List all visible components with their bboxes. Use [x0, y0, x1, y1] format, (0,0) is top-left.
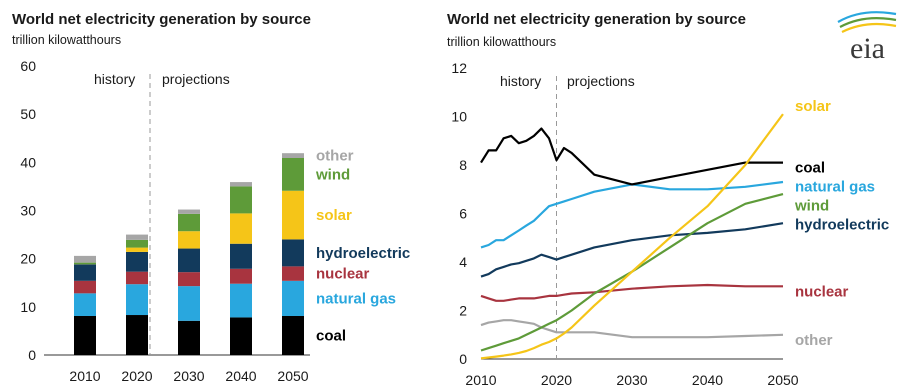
left-y-tick-label: 50: [20, 106, 36, 122]
left-region-projections: projections: [162, 71, 230, 87]
right-region-projections: projections: [567, 73, 635, 89]
right-chart-title: World net electricity generation by sour…: [447, 11, 746, 28]
left-legend-nuclear: nuclear: [316, 266, 370, 283]
left-x-tick-label: 2030: [173, 368, 204, 384]
line-hydroelectric: [480, 222, 784, 278]
bar-segment-coal-2050: [282, 315, 304, 355]
bar-segment-natural-gas-2010: [74, 293, 96, 316]
left-legend-solar: solar: [316, 207, 352, 224]
left-chart-subtitle: trillion kilowatthours: [12, 33, 121, 47]
left-x-tick-label: 2020: [121, 368, 152, 384]
right-legend-other: other: [795, 332, 833, 349]
bar-segment-solar-2030: [178, 231, 200, 249]
line-solar: [480, 113, 784, 360]
bar-segment-wind-2050: [282, 157, 304, 191]
left-y-tick-label: 0: [28, 347, 36, 363]
line-nuclear: [480, 283, 783, 302]
bar-segment-natural-gas-2030: [178, 286, 200, 321]
right-x-tick-label: 2050: [767, 372, 798, 388]
bar-segment-other-2020: [126, 234, 148, 240]
right-x-tick-label: 2010: [465, 372, 496, 388]
line-coal: [480, 127, 783, 186]
right-x-tick-label: 2040: [692, 372, 723, 388]
bar-segment-nuclear-2050: [282, 266, 304, 281]
bar-segment-wind-2040: [230, 186, 252, 214]
bar-segment-nuclear-2010: [74, 280, 96, 294]
left-legend-hydroelectric: hydroelectric: [316, 245, 410, 262]
bar-segment-natural-gas-2020: [126, 284, 148, 316]
bar-segment-natural-gas-2050: [282, 280, 304, 316]
left-chart-title: World net electricity generation by sour…: [12, 11, 311, 28]
bar-segment-wind-2020: [126, 239, 148, 248]
left-x-tick-label: 2040: [225, 368, 256, 384]
right-region-history: history: [500, 73, 541, 89]
left-y-tick-label: 30: [20, 203, 36, 219]
bar-segment-hydroelectric-2030: [178, 248, 200, 273]
right-x-tick-label: 2030: [616, 372, 647, 388]
bar-segment-coal-2040: [230, 317, 252, 355]
bar-segment-hydroelectric-2040: [230, 243, 252, 269]
right-legend-natural-gas: natural gas: [795, 179, 875, 196]
right-y-tick-label: 4: [459, 254, 467, 270]
bar-segment-other-2010: [74, 255, 96, 263]
left-legend-natural-gas: natural gas: [316, 290, 396, 307]
left-x-tick-label: 2010: [69, 368, 100, 384]
right-y-tick-label: 10: [451, 109, 467, 125]
bar-segment-solar-2040: [230, 213, 252, 244]
bar-segment-solar-2020: [126, 247, 148, 252]
left-y-tick-label: 60: [20, 58, 36, 74]
right-x-tick-label: 2020: [541, 372, 572, 388]
right-legend-solar: solar: [795, 98, 831, 115]
left-y-tick-label: 40: [20, 154, 36, 170]
right-y-tick-label: 6: [459, 206, 467, 222]
right-legend-hydroelectric: hydroelectric: [795, 217, 889, 234]
right-legend-nuclear: nuclear: [795, 283, 849, 300]
bar-segment-natural-gas-2040: [230, 283, 252, 318]
bar-segment-wind-2030: [178, 213, 200, 232]
left-legend-other: other: [316, 148, 354, 165]
line-natural-gas: [480, 180, 784, 249]
bar-segment-other-2050: [282, 153, 304, 158]
right-y-tick-label: 2: [459, 303, 467, 319]
bar-segment-nuclear-2020: [126, 271, 148, 285]
bar-segment-other-2030: [178, 209, 200, 214]
right-y-tick-label: 8: [459, 157, 467, 173]
right-y-tick-label: 12: [451, 60, 467, 76]
eia-logo-icon: eia: [837, 11, 897, 65]
right-legend-coal: coal: [795, 160, 825, 177]
bar-segment-coal-2030: [178, 320, 200, 355]
bar-segment-wind-2010: [74, 262, 96, 265]
eia-logo-text: eia: [850, 32, 885, 65]
right-chart-subtitle: trillion kilowatthours: [447, 35, 556, 49]
bar-segment-other-2040: [230, 182, 252, 187]
right-legend-wind: wind: [794, 198, 829, 215]
line-other: [480, 319, 784, 339]
left-x-tick-label: 2050: [277, 368, 308, 384]
right-line-chart: 0 2 4 6 8 10 12 2010 2020 2030 2040 2050 solar coal na…: [451, 60, 889, 388]
bar-segment-solar-2050: [282, 190, 304, 240]
bar-segment-hydroelectric-2050: [282, 239, 304, 267]
bar-segment-hydroelectric-2020: [126, 251, 148, 272]
bar-segment-hydroelectric-2010: [74, 264, 96, 281]
left-y-tick-label: 20: [20, 251, 36, 267]
bar-segment-coal-2010: [74, 315, 96, 355]
line-wind: [480, 193, 784, 352]
bar-segment-nuclear-2040: [230, 268, 252, 284]
bar-segment-coal-2020: [126, 315, 148, 355]
left-region-history: history: [94, 71, 135, 87]
left-y-tick-label: 10: [20, 299, 36, 315]
bar-segment-nuclear-2030: [178, 272, 200, 287]
right-y-tick-label: 0: [459, 351, 467, 367]
left-legend-wind: wind: [315, 167, 350, 184]
left-legend-coal: coal: [316, 327, 346, 344]
